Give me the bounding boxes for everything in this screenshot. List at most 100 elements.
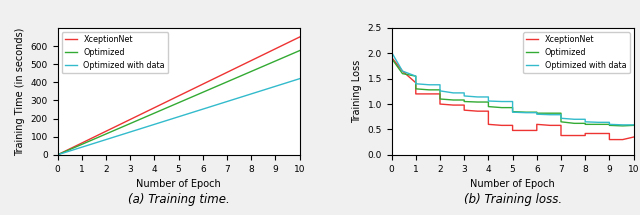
- Optimized with data: [449, 92, 457, 94]
- XceptionNet: [557, 134, 565, 137]
- Optimized: [412, 88, 420, 90]
- XceptionNet: [460, 109, 468, 111]
- XceptionNet: [275, 46, 283, 48]
- Optimized: [118, 126, 126, 128]
- Optimized: [570, 122, 578, 125]
- XceptionNet: [388, 56, 396, 59]
- Optimized: [449, 99, 457, 101]
- Optimized: [474, 101, 481, 103]
- Optimized: [63, 149, 71, 152]
- Optimized: [557, 112, 565, 114]
- XceptionNet: [605, 132, 613, 135]
- Optimized: [509, 106, 516, 109]
- XceptionNet: [54, 154, 61, 156]
- Text: (a) Training time.: (a) Training time.: [128, 193, 230, 206]
- Line: XceptionNet: XceptionNet: [392, 57, 634, 140]
- Optimized: [460, 99, 468, 101]
- Optimized with data: [533, 111, 541, 114]
- Optimized: [533, 112, 541, 114]
- Optimized with data: [581, 118, 589, 121]
- Optimized: [581, 122, 589, 125]
- Optimized: [399, 72, 406, 75]
- Optimized: [436, 98, 444, 100]
- Optimized with data: [412, 83, 420, 85]
- Optimized with data: [498, 100, 506, 103]
- Optimized: [522, 111, 530, 114]
- Optimized with data: [570, 118, 578, 121]
- Optimized: [581, 123, 589, 126]
- XceptionNet: [436, 93, 444, 95]
- Optimized with data: [533, 113, 541, 115]
- Optimized with data: [275, 84, 283, 86]
- XceptionNet: [522, 129, 530, 132]
- Line: XceptionNet: XceptionNet: [58, 37, 300, 155]
- XceptionNet: [460, 104, 468, 106]
- XceptionNet: [595, 132, 602, 135]
- Y-axis label: Training Loss: Training Loss: [352, 60, 362, 123]
- Optimized with data: [630, 124, 637, 126]
- Line: Optimized: Optimized: [58, 51, 300, 155]
- XceptionNet: [533, 129, 541, 132]
- Optimized: [605, 123, 613, 126]
- Optimized: [460, 100, 468, 103]
- Optimized: [498, 106, 506, 109]
- Optimized with data: [388, 51, 396, 54]
- XceptionNet: [474, 110, 481, 112]
- Optimized: [630, 124, 637, 127]
- XceptionNet: [509, 129, 516, 132]
- Optimized: [412, 75, 420, 77]
- X-axis label: Number of Epoch: Number of Epoch: [470, 179, 555, 189]
- Optimized with data: [436, 90, 444, 92]
- Optimized with data: [509, 100, 516, 103]
- XceptionNet: [412, 93, 420, 95]
- Optimized with data: [54, 154, 61, 156]
- Line: Optimized: Optimized: [392, 58, 634, 126]
- XceptionNet: [399, 70, 406, 72]
- XceptionNet: [547, 124, 554, 127]
- Optimized with data: [460, 95, 468, 97]
- Optimized with data: [118, 133, 126, 136]
- Line: Optimized with data: Optimized with data: [392, 52, 634, 125]
- Optimized: [99, 134, 106, 137]
- XceptionNet: [449, 104, 457, 106]
- XceptionNet: [412, 81, 420, 84]
- Optimized with data: [460, 92, 468, 94]
- Optimized with data: [619, 124, 627, 126]
- Optimized: [388, 57, 396, 60]
- XceptionNet: [498, 124, 506, 127]
- Optimized: [557, 121, 565, 123]
- Optimized: [68, 147, 76, 150]
- Optimized with data: [296, 77, 303, 80]
- Optimized with data: [436, 83, 444, 86]
- Optimized with data: [605, 123, 613, 126]
- Optimized: [425, 89, 433, 91]
- XceptionNet: [436, 103, 444, 105]
- Optimized with data: [399, 70, 406, 72]
- Optimized: [509, 110, 516, 113]
- Optimized with data: [63, 150, 71, 153]
- XceptionNet: [99, 132, 106, 134]
- XceptionNet: [284, 42, 291, 44]
- Line: Optimized with data: Optimized with data: [58, 79, 300, 155]
- XceptionNet: [296, 36, 303, 38]
- Optimized: [605, 124, 613, 127]
- Optimized with data: [284, 81, 291, 84]
- Y-axis label: Training Time (in seconds): Training Time (in seconds): [15, 27, 25, 156]
- XceptionNet: [581, 134, 589, 137]
- XceptionNet: [63, 149, 71, 151]
- Optimized with data: [425, 83, 433, 86]
- Optimized: [595, 123, 602, 126]
- XceptionNet: [484, 123, 492, 126]
- Optimized with data: [474, 96, 481, 98]
- Optimized: [547, 112, 554, 114]
- Optimized: [275, 58, 283, 61]
- Text: (b) Training loss.: (b) Training loss.: [463, 193, 562, 206]
- Optimized: [619, 124, 627, 127]
- Optimized: [54, 154, 61, 156]
- Optimized with data: [99, 139, 106, 142]
- Optimized with data: [595, 121, 602, 124]
- Optimized with data: [605, 121, 613, 124]
- Optimized with data: [68, 149, 76, 152]
- XceptionNet: [68, 146, 76, 149]
- Legend: XceptionNet, Optimized, Optimized with data: XceptionNet, Optimized, Optimized with d…: [523, 32, 630, 74]
